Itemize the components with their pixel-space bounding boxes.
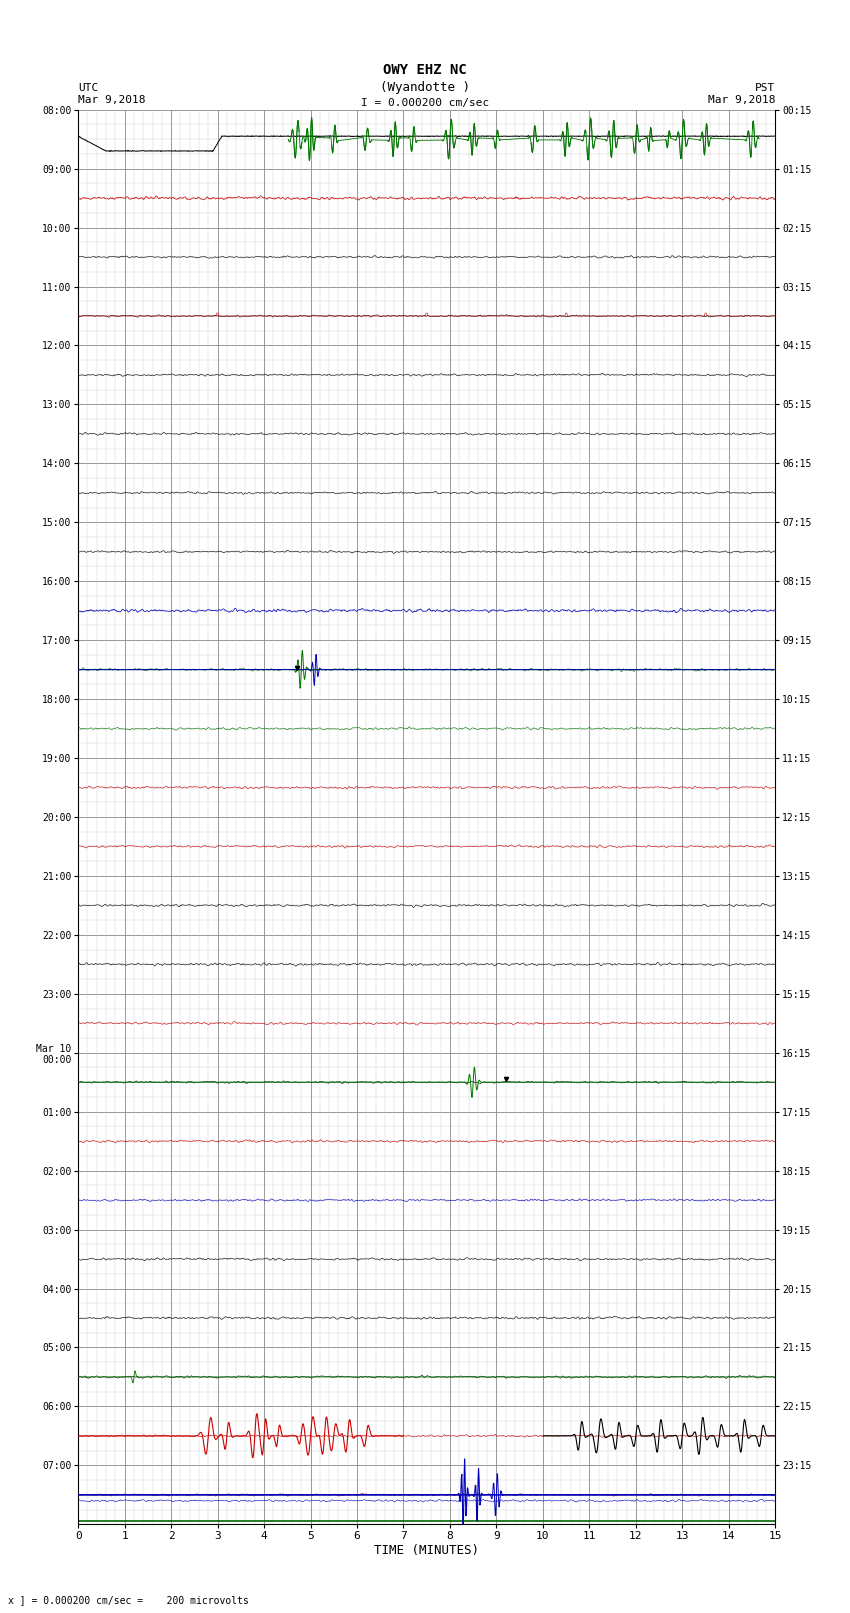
X-axis label: TIME (MINUTES): TIME (MINUTES) (374, 1544, 479, 1557)
Text: (Wyandotte ): (Wyandotte ) (380, 81, 470, 94)
Text: PST
Mar 9,2018: PST Mar 9,2018 (708, 84, 775, 105)
Text: x ] = 0.000200 cm/sec =    200 microvolts: x ] = 0.000200 cm/sec = 200 microvolts (8, 1595, 249, 1605)
Text: I = 0.000200 cm/sec: I = 0.000200 cm/sec (361, 98, 489, 108)
Text: UTC
Mar 9,2018: UTC Mar 9,2018 (78, 84, 145, 105)
Text: OWY EHZ NC: OWY EHZ NC (383, 63, 467, 77)
